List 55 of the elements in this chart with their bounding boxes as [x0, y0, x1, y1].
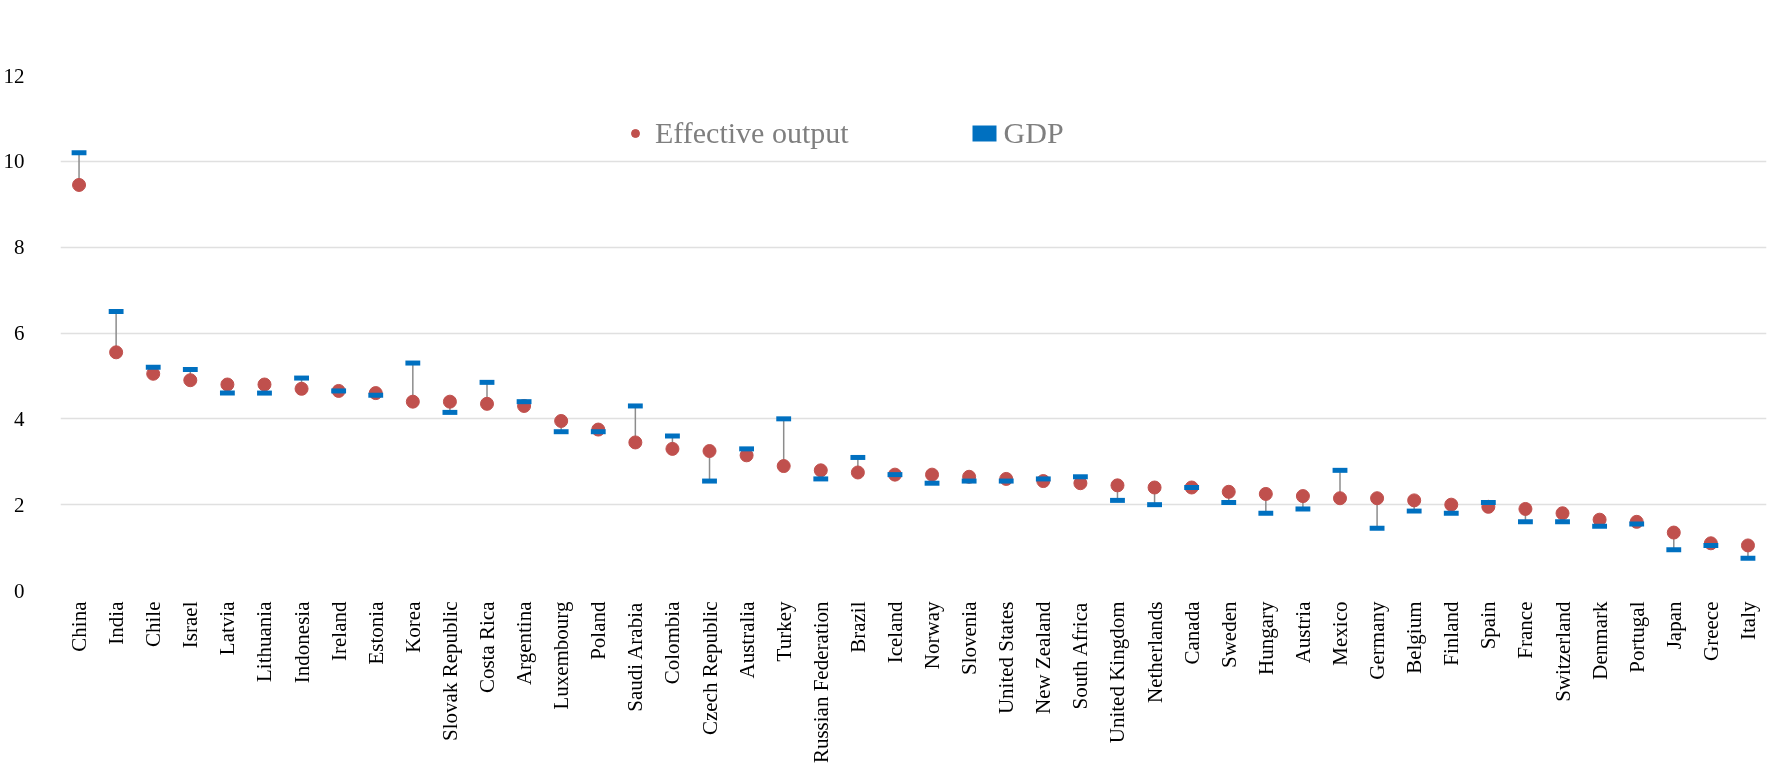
- y-tick-label: 10: [3, 149, 25, 174]
- x-tick-label: Russian Federation: [808, 601, 833, 764]
- x-tick-label: Indonesia: [289, 600, 314, 684]
- x-tick-label: Finland: [1439, 601, 1464, 666]
- x-tick-label: Canada: [1179, 600, 1204, 665]
- x-tick-label: Czech Republic: [697, 601, 722, 736]
- x-tick-label: Poland: [586, 601, 611, 660]
- x-tick-label: Estonia: [363, 600, 388, 665]
- y-tick-label: 4: [14, 406, 25, 431]
- x-tick-label: Iceland: [882, 601, 907, 664]
- x-tick-label: South Africa: [1068, 601, 1093, 710]
- y-tick-label: 8: [14, 235, 25, 260]
- x-tick-label: Spain: [1476, 601, 1501, 650]
- y-tick-label: 6: [14, 321, 25, 345]
- x-tick-label: Denmark: [1587, 601, 1612, 680]
- x-tick-label: Ireland: [326, 601, 351, 661]
- x-tick-label: Brazil: [845, 601, 870, 653]
- x-tick-label: Austria: [1290, 600, 1315, 664]
- x-tick-label: Chile: [141, 601, 166, 647]
- x-tick-label: China: [67, 600, 92, 652]
- x-tick-label: India: [104, 600, 129, 645]
- x-tick-label: Slovenia: [957, 600, 982, 675]
- x-tick-label: United Kingdom: [1105, 601, 1130, 744]
- x-tick-label: Costa Rica: [475, 600, 499, 694]
- x-tick-label: Korea: [400, 600, 425, 653]
- legend-label: Effective output: [655, 116, 849, 150]
- x-tick-label: Japan: [1661, 601, 1686, 650]
- x-tick-label: Germany: [1365, 601, 1390, 680]
- x-tick-label: New Zealand: [1031, 601, 1056, 715]
- x-tick-label: Portugal: [1624, 601, 1649, 673]
- x-tick-label: Switzerland: [1550, 601, 1575, 702]
- x-tick-label: Saudi Arabia: [623, 601, 648, 712]
- x-tick-label: Hungary: [1253, 601, 1278, 675]
- x-tick-label: Belgium: [1402, 601, 1427, 674]
- x-tick-label: Australia: [734, 600, 759, 679]
- x-tick-label: Netherlands: [1142, 601, 1167, 703]
- y-tick-label: 0: [14, 578, 25, 603]
- x-tick-label: Israel: [178, 601, 203, 649]
- x-tick-label: Italy: [1735, 601, 1760, 640]
- x-tick-label: Slovak Republic: [437, 601, 462, 741]
- x-tick-label: Greece: [1698, 601, 1723, 661]
- x-tick-label: United States: [994, 601, 1019, 715]
- x-tick-label: Latvia: [215, 600, 240, 656]
- x-tick-label: Argentina: [512, 600, 537, 686]
- legend-label: GDP: [1003, 116, 1064, 150]
- x-tick-label: France: [1513, 601, 1538, 659]
- x-tick-label: Norway: [920, 601, 945, 670]
- x-tick-label: Colombia: [660, 600, 685, 685]
- x-tick-label: Luxembourg: [549, 601, 574, 710]
- y-tick-label: 2: [14, 492, 25, 517]
- x-tick-label: Lithuania: [252, 600, 277, 682]
- x-tick-label: Turkey: [771, 601, 796, 662]
- y-tick-label: 12: [3, 63, 25, 88]
- x-tick-label: Sweden: [1216, 601, 1241, 668]
- x-tick-label: Mexico: [1328, 601, 1352, 666]
